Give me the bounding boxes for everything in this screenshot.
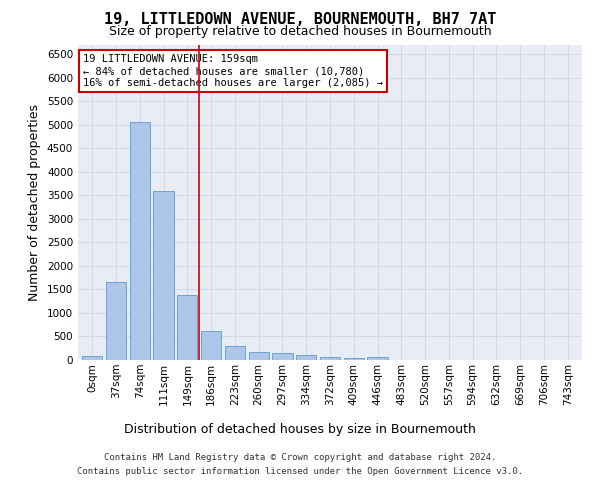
Bar [201, 332, 221, 360]
Bar [130, 122, 150, 360]
Text: Contains HM Land Registry data © Crown copyright and database right 2024.: Contains HM Land Registry data © Crown c… [104, 452, 496, 462]
Bar [320, 357, 340, 360]
Bar [177, 294, 197, 360]
Bar [272, 354, 293, 360]
Text: 19, LITTLEDOWN AVENUE, BOURNEMOUTH, BH7 7AT: 19, LITTLEDOWN AVENUE, BOURNEMOUTH, BH7 … [104, 12, 496, 28]
Bar [225, 346, 245, 360]
Text: Size of property relative to detached houses in Bournemouth: Size of property relative to detached ho… [109, 25, 491, 38]
Bar [106, 282, 126, 360]
Bar [154, 190, 173, 360]
Bar [82, 356, 103, 360]
Bar [296, 356, 316, 360]
Bar [367, 356, 388, 360]
Text: Contains public sector information licensed under the Open Government Licence v3: Contains public sector information licen… [77, 468, 523, 476]
Y-axis label: Number of detached properties: Number of detached properties [28, 104, 41, 301]
Bar [248, 352, 269, 360]
Text: Distribution of detached houses by size in Bournemouth: Distribution of detached houses by size … [124, 422, 476, 436]
Bar [344, 358, 364, 360]
Text: 19 LITTLEDOWN AVENUE: 159sqm
← 84% of detached houses are smaller (10,780)
16% o: 19 LITTLEDOWN AVENUE: 159sqm ← 84% of de… [83, 54, 383, 88]
